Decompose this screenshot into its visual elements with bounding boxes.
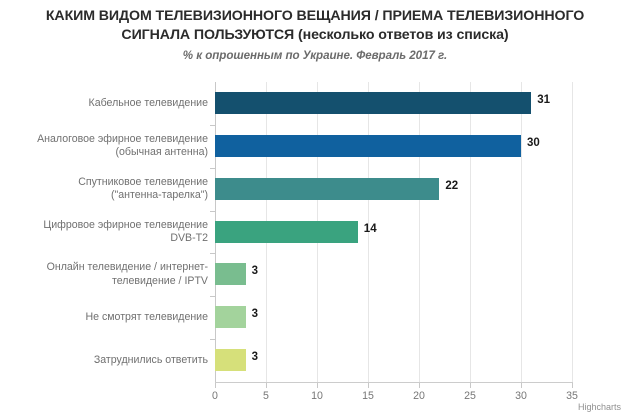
bar-row: 30 [215, 125, 572, 168]
bar-value-label: 3 [251, 308, 258, 321]
y-axis-category-labels: Кабельное телевидение Аналоговое эфирное … [5, 82, 208, 382]
bar[interactable] [215, 263, 246, 286]
x-axis-tick [368, 383, 369, 388]
bar-value-label: 22 [445, 179, 459, 192]
gridline [419, 82, 420, 382]
bar-value-label: 3 [251, 351, 258, 364]
bar[interactable] [215, 220, 358, 243]
highcharts-credit: Highcharts [577, 402, 621, 412]
chart-title: КАКИМ ВИДОМ ТЕЛЕВИЗИОННОГО ВЕЩАНИЯ / ПРИ… [45, 8, 585, 43]
gridline [470, 82, 471, 382]
bar-value-label: 30 [527, 136, 540, 149]
x-axis-tick [215, 383, 216, 388]
bar-value-label: 31 [537, 94, 550, 106]
category-label: Кабельное телевидение [88, 96, 208, 109]
bar-value-label: 14 [363, 222, 377, 235]
y-axis-tick [210, 210, 215, 212]
bar-row: 31 [215, 82, 572, 125]
x-axis-tick [419, 383, 420, 388]
bar[interactable] [215, 177, 440, 200]
category-label: Онлайн телевидение / интернет- телевиден… [46, 261, 208, 287]
x-axis-tick [266, 383, 267, 388]
bar-row: 3 [215, 296, 572, 339]
y-axis-tick [210, 296, 215, 298]
gridline [368, 82, 369, 382]
bar[interactable] [215, 306, 246, 329]
y-axis-tick [210, 253, 215, 255]
bar-row: 14 [215, 211, 572, 254]
bar-value-label: 3 [251, 265, 258, 278]
x-axis-tick-label: 5 [263, 390, 269, 402]
x-axis-tick [572, 383, 573, 388]
x-axis-tick-label: 30 [515, 390, 527, 402]
y-axis-tick [210, 339, 215, 341]
category-label: Не смотрят телевидение [85, 310, 208, 323]
y-axis-tick [210, 167, 215, 169]
x-axis-tick [317, 383, 318, 388]
bar[interactable] [215, 134, 521, 157]
x-axis-tick-label: 10 [311, 390, 323, 402]
x-axis-tick-label: 35 [566, 390, 578, 402]
x-axis-tick-label: 20 [413, 390, 425, 402]
x-axis-tick [521, 383, 522, 388]
gridline [521, 82, 522, 382]
bar-row: 3 [215, 339, 572, 382]
x-axis-tick-label: 0 [212, 390, 218, 402]
plot-area: 31 30 22 14 3 3 3 [215, 82, 573, 382]
bar[interactable] [215, 349, 246, 372]
category-label: Цифровое эфирное телевидение DVB-T2 [43, 218, 208, 245]
chart-subtitle: % к опрошенным по Украине. Февраль 2017 … [182, 49, 448, 62]
x-axis-tick [470, 383, 471, 388]
bar[interactable] [215, 92, 532, 114]
x-axis-tick-label: 15 [362, 390, 374, 402]
bar-row: 3 [215, 253, 572, 296]
category-label: Затруднились ответить [93, 353, 208, 366]
x-axis-line [215, 382, 573, 383]
category-label: Спутниковое телевидение ("антенна-тарелк… [78, 175, 208, 202]
gridline [572, 82, 573, 382]
bar-row: 22 [215, 168, 572, 211]
category-label: Аналоговое эфирное телевидение (обычная … [37, 132, 208, 159]
x-axis-tick-label: 25 [464, 390, 476, 402]
y-axis-tick [210, 124, 215, 126]
